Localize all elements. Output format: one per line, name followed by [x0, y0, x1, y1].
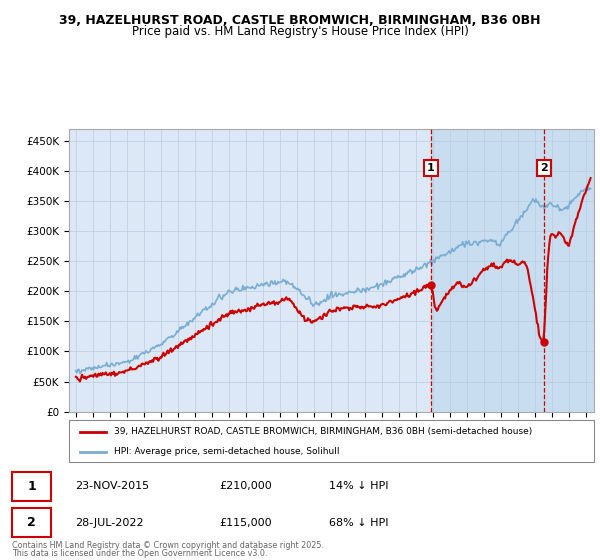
Text: 28-JUL-2022: 28-JUL-2022: [76, 518, 144, 528]
Text: 68% ↓ HPI: 68% ↓ HPI: [329, 518, 388, 528]
Text: £210,000: £210,000: [220, 482, 272, 492]
Text: 39, HAZELHURST ROAD, CASTLE BROMWICH, BIRMINGHAM, B36 0BH (semi-detached house): 39, HAZELHURST ROAD, CASTLE BROMWICH, BI…: [113, 427, 532, 436]
Text: HPI: Average price, semi-detached house, Solihull: HPI: Average price, semi-detached house,…: [113, 447, 339, 456]
Bar: [431, 129, 600, 412]
Text: 1: 1: [427, 163, 435, 173]
Text: 2: 2: [540, 163, 548, 173]
Text: £115,000: £115,000: [220, 518, 272, 528]
FancyBboxPatch shape: [69, 420, 594, 462]
FancyBboxPatch shape: [12, 472, 51, 501]
Text: Contains HM Land Registry data © Crown copyright and database right 2025.: Contains HM Land Registry data © Crown c…: [12, 541, 324, 550]
Text: 2: 2: [27, 516, 36, 529]
Text: 1: 1: [27, 480, 36, 493]
Text: This data is licensed under the Open Government Licence v3.0.: This data is licensed under the Open Gov…: [12, 549, 268, 558]
FancyBboxPatch shape: [12, 508, 51, 538]
Text: 39, HAZELHURST ROAD, CASTLE BROMWICH, BIRMINGHAM, B36 0BH: 39, HAZELHURST ROAD, CASTLE BROMWICH, BI…: [59, 14, 541, 27]
Text: 14% ↓ HPI: 14% ↓ HPI: [329, 482, 388, 492]
Text: Price paid vs. HM Land Registry's House Price Index (HPI): Price paid vs. HM Land Registry's House …: [131, 25, 469, 38]
Text: 23-NOV-2015: 23-NOV-2015: [76, 482, 149, 492]
